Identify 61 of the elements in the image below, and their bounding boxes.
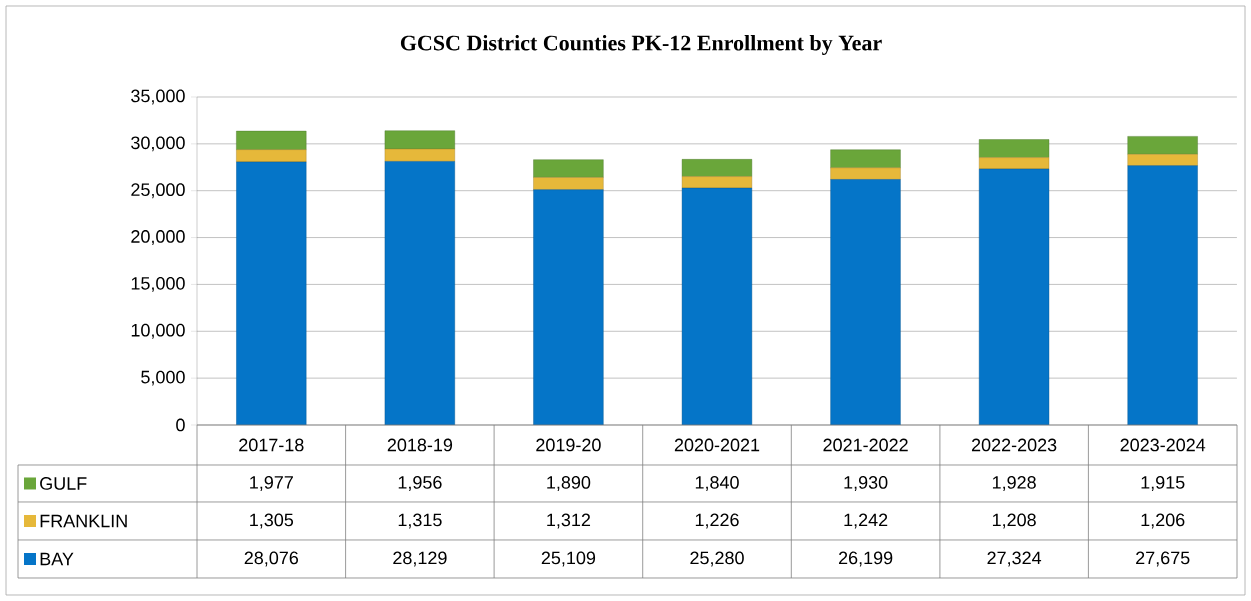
bar	[830, 149, 901, 169]
data-label: 28,076	[244, 551, 299, 567]
x-tick-label: 2017-18	[239, 438, 304, 452]
bar	[236, 161, 307, 425]
legend-label: FRANKLIN	[40, 514, 127, 528]
y-tick-label: 35,000	[131, 89, 185, 105]
data-label: 1,315	[398, 513, 442, 529]
x-tick-label: 2019-20	[536, 438, 601, 452]
bar	[681, 159, 753, 177]
bar	[978, 139, 1050, 158]
x-tick-label: 2022-2023	[971, 438, 1057, 452]
data-label: 28,129	[393, 551, 447, 567]
data-label: 1,206	[1141, 513, 1185, 529]
y-tick-label: 15,000	[131, 276, 185, 292]
x-tick-label: 2021-2022	[823, 438, 908, 452]
data-label: 1,312	[547, 513, 591, 529]
data-label: 25,109	[541, 551, 596, 567]
bar	[830, 179, 901, 425]
bar	[978, 157, 1050, 170]
x-tick-label: 2018-19	[387, 438, 453, 452]
legend-label: BAY	[40, 552, 74, 566]
y-tick-label: 30,000	[131, 136, 185, 152]
y-tick-label: 0	[176, 418, 185, 432]
bar	[236, 149, 307, 163]
y-tick-label: 20,000	[131, 230, 185, 245]
x-tick-label: 2023-2024	[1120, 438, 1206, 452]
bar	[1127, 154, 1198, 166]
bar	[384, 130, 455, 150]
data-label: 27,675	[1136, 551, 1190, 567]
y-tick-label: 10,000	[131, 323, 185, 339]
legend-label: GULF	[40, 477, 87, 490]
data-label: 1,242	[844, 513, 888, 529]
data-label: 27,324	[987, 551, 1042, 567]
data-label: 1,305	[250, 513, 294, 529]
data-label: 1,226	[695, 513, 739, 529]
data-label: 1,930	[844, 476, 888, 491]
data-label: 1,928	[992, 476, 1036, 491]
data-label: 1,977	[250, 476, 293, 491]
y-tick-label: 5,000	[141, 370, 185, 386]
data-label: 1,956	[398, 476, 442, 491]
bar	[978, 168, 1050, 425]
bar	[681, 187, 753, 425]
x-tick-label: 2020-2021	[674, 438, 760, 452]
bar	[533, 189, 604, 425]
bar	[533, 159, 604, 178]
data-label: 1,915	[1141, 476, 1185, 491]
data-label: 1,840	[695, 476, 739, 491]
bar	[384, 161, 455, 425]
bar	[236, 130, 307, 150]
chart-title: GCSC District Counties PK-12 Enrollment by Year	[400, 34, 882, 55]
data-label: 26,199	[838, 551, 893, 567]
bar	[1127, 136, 1198, 155]
data-label: 1,890	[547, 476, 591, 491]
y-tick-label: 25,000	[131, 183, 185, 199]
bar	[1127, 165, 1198, 425]
data-label: 1,208	[992, 513, 1036, 529]
bar	[681, 176, 753, 189]
bar	[533, 177, 604, 190]
bar	[830, 167, 901, 180]
bar	[384, 148, 455, 162]
data-label: 25,280	[690, 551, 744, 567]
